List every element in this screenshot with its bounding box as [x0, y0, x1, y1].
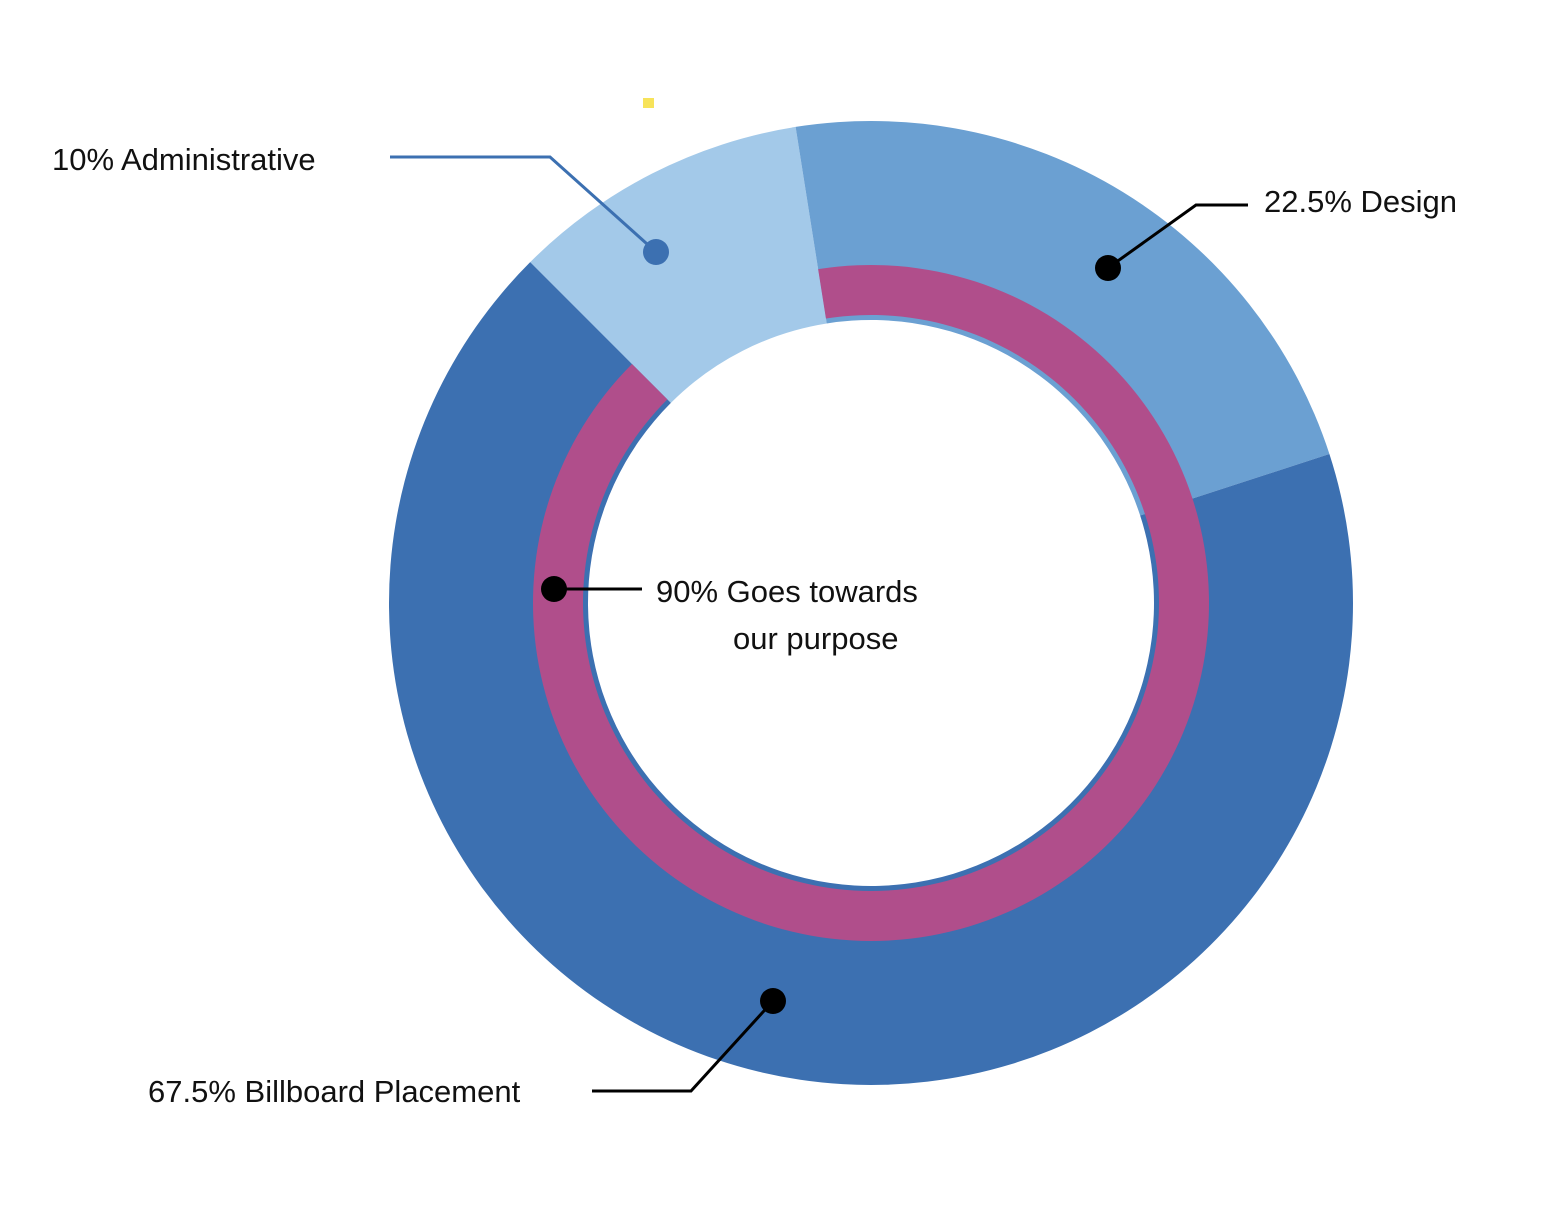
callout-dot-administrative — [643, 239, 669, 265]
label-billboard-placement: 67.5% Billboard Placement — [148, 1074, 521, 1109]
slice-billboard-placement — [389, 262, 1353, 1085]
slice-administrative — [530, 126, 827, 403]
outer-ring — [389, 120, 1353, 1085]
leader-line-administrative — [390, 155, 658, 254]
leader-line-billboard-placement — [592, 999, 775, 1093]
yellow-marker — [643, 98, 654, 108]
slice-design — [795, 120, 1330, 516]
label-purpose-line-2: our purpose — [733, 621, 898, 656]
label-design: 22.5% Design — [1264, 184, 1457, 219]
callout-dot-purpose — [541, 576, 567, 602]
leader-line-design — [1107, 203, 1248, 270]
callout-dot-design — [1095, 255, 1121, 281]
label-purpose-line-1: 90% Goes towards — [656, 574, 918, 609]
callout-dot-billboard-placement — [760, 988, 786, 1014]
label-administrative: 10% Administrative — [52, 142, 316, 177]
